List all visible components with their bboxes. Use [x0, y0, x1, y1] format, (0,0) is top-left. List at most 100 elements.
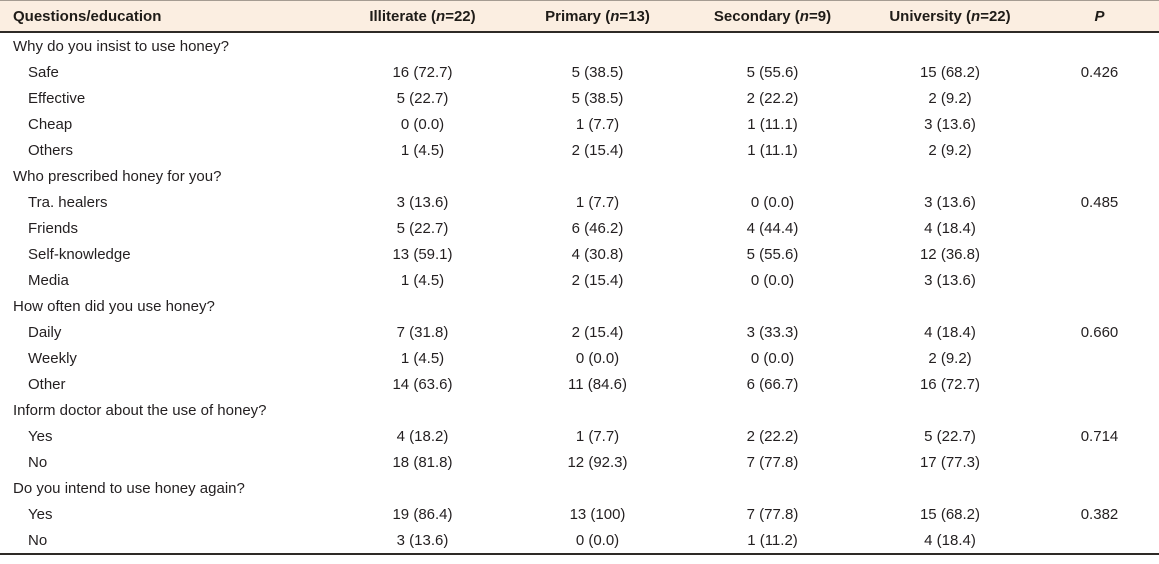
value-cell: 2 (15.4)	[571, 141, 624, 159]
p-value-cell: 0.714	[1080, 427, 1119, 445]
value-cell	[685, 475, 860, 501]
value-cell: 0 (0.0)	[575, 349, 620, 367]
value-cell: 15 (68.2)	[919, 505, 981, 523]
column-header-4: University (n=22)	[860, 0, 1040, 33]
row-label: Self-knowledge	[28, 245, 131, 263]
header-text: Questions/education	[13, 7, 162, 25]
value-cell: 5 (22.7)	[924, 427, 976, 445]
value-cell: 4 (18.2)	[396, 427, 449, 445]
p-value-cell	[1040, 345, 1159, 371]
section-label: Inform doctor about the use of honey?	[13, 401, 267, 419]
header-text: Illiterate (	[369, 7, 437, 25]
p-value-cell	[1040, 241, 1159, 267]
table-body: Why do you insist to use honey? Safe 16 (7…	[0, 32, 1159, 555]
column-header-1: Illiterate (n=22)	[335, 0, 510, 33]
value-cell: 12 (36.8)	[919, 245, 981, 263]
value-cell	[510, 475, 685, 501]
p-value-cell	[1040, 527, 1159, 555]
row-label: Other	[28, 375, 66, 393]
value-cell	[335, 293, 510, 319]
p-value-cell	[1040, 475, 1159, 501]
value-cell	[510, 293, 685, 319]
p-value-cell: 0.382	[1080, 505, 1119, 523]
table-row: Friends 5 (22.7) 6 (46.2) 4 (44.4) 4 (18.4)	[0, 215, 1159, 241]
value-cell: 6 (46.2)	[571, 219, 624, 237]
question-section-row: How often did you use honey?	[0, 293, 1159, 319]
value-cell: 19 (86.4)	[392, 505, 453, 523]
table-row: Self-knowledge 13 (59.1) 4 (30.8) 5 (55.6) 1…	[0, 241, 1159, 267]
table-row: Yes 19 (86.4) 13 (100) 7 (77.8) 15 (68.2) 0.3…	[0, 501, 1159, 527]
value-cell	[860, 475, 1040, 501]
p-value-cell	[1040, 163, 1159, 189]
table-row: No 3 (13.6) 0 (0.0) 1 (11.2) 4 (18.4)	[0, 527, 1159, 555]
value-cell: 0 (0.0)	[750, 271, 795, 289]
row-label: Yes	[28, 505, 53, 523]
p-value-cell	[1040, 85, 1159, 111]
value-cell: 17 (77.3)	[919, 453, 981, 471]
p-value-cell	[1040, 215, 1159, 241]
p-value-cell	[1040, 32, 1159, 59]
value-cell: 5 (38.5)	[571, 89, 624, 107]
value-cell: 2 (22.2)	[746, 89, 799, 107]
value-cell: 13 (59.1)	[392, 245, 453, 263]
value-cell: 1 (4.5)	[400, 141, 445, 159]
value-cell	[335, 397, 510, 423]
table-row: Cheap 0 (0.0) 1 (7.7) 1 (11.1) 3 (13.6)	[0, 111, 1159, 137]
value-cell: 16 (72.7)	[919, 375, 981, 393]
value-cell	[335, 163, 510, 189]
p-value-cell	[1040, 293, 1159, 319]
value-cell: 2 (15.4)	[571, 271, 624, 289]
value-cell: 5 (55.6)	[746, 245, 799, 263]
value-cell	[510, 163, 685, 189]
value-cell: 5 (22.7)	[396, 219, 449, 237]
value-cell: 2 (9.2)	[928, 141, 972, 159]
table-row: Weekly 1 (4.5) 0 (0.0) 0 (0.0) 2 (9.2)	[0, 345, 1159, 371]
value-cell: 4 (44.4)	[746, 219, 799, 237]
value-cell	[860, 163, 1040, 189]
row-label: Cheap	[28, 115, 73, 133]
value-cell: 2 (15.4)	[571, 323, 624, 341]
value-cell: 0 (0.0)	[510, 527, 685, 555]
column-header-3: Secondary (n=9)	[685, 0, 860, 33]
section-label: Do you intend to use honey again?	[13, 479, 245, 497]
header-italic-text: P	[1094, 7, 1105, 25]
row-label: Others	[28, 141, 74, 159]
table-row: Yes 4 (18.2) 1 (7.7) 2 (22.2) 5 (22.7) 0.714	[0, 423, 1159, 449]
value-cell: 5 (55.6)	[746, 63, 799, 81]
value-cell: 15 (68.2)	[919, 63, 981, 81]
value-cell: 1 (4.5)	[400, 349, 445, 367]
value-cell: 1 (11.2)	[685, 527, 860, 555]
value-cell: 3 (33.3)	[746, 323, 799, 341]
value-cell: 4 (18.4)	[924, 323, 976, 341]
header-italic-text: n	[436, 7, 446, 25]
value-cell: 0 (0.0)	[750, 349, 795, 367]
p-value-cell	[1040, 371, 1159, 397]
value-cell	[335, 475, 510, 501]
table-row: No 18 (81.8) 12 (92.3) 7 (77.8) 17 (77.3)	[0, 449, 1159, 475]
value-cell: 1 (7.7)	[575, 193, 620, 211]
header-text: =9)	[808, 7, 832, 25]
row-label: Safe	[28, 63, 59, 81]
value-cell: 4 (18.4)	[924, 219, 976, 237]
header-text: =22)	[445, 7, 476, 25]
p-value-cell: 0.485	[1080, 193, 1119, 211]
row-label: Media	[28, 271, 69, 289]
row-label: Weekly	[28, 349, 77, 367]
value-cell: 2 (22.2)	[746, 427, 799, 445]
table-row: Daily 7 (31.8) 2 (15.4) 3 (33.3) 4 (18.4) 0.6…	[0, 319, 1159, 345]
table-row: Effective 5 (22.7) 5 (38.5) 2 (22.2) 2 (9.2)	[0, 85, 1159, 111]
value-cell: 4 (18.4)	[860, 527, 1040, 555]
value-cell: 11 (84.6)	[568, 375, 627, 393]
value-cell: 16 (72.7)	[392, 63, 453, 81]
value-cell	[685, 32, 860, 59]
column-header-5: P	[1040, 0, 1159, 33]
value-cell: 5 (38.5)	[571, 63, 624, 81]
p-value-cell: 0.426	[1080, 63, 1119, 81]
value-cell: 1 (4.5)	[400, 271, 445, 289]
section-label: Who prescribed honey for you?	[13, 167, 222, 185]
question-section-row: Why do you insist to use honey?	[0, 32, 1159, 59]
table-row: Media 1 (4.5) 2 (15.4) 0 (0.0) 3 (13.6)	[0, 267, 1159, 293]
value-cell: 3 (13.6)	[924, 271, 976, 289]
value-cell: 18 (81.8)	[392, 453, 453, 471]
header-italic-text: n	[610, 7, 620, 25]
